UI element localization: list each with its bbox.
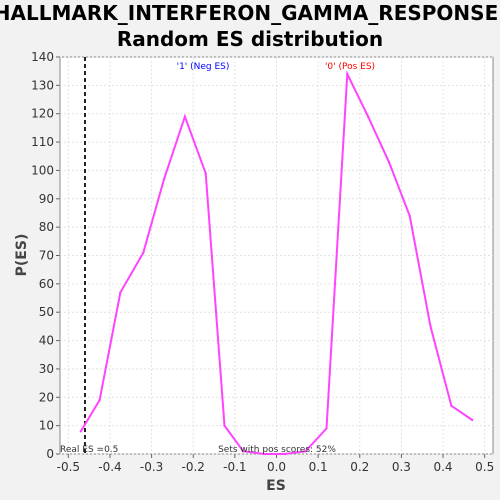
y-tick-label: 110: [31, 135, 54, 149]
y-tick-label: 80: [39, 220, 54, 234]
x-tick-label: 0.0: [267, 460, 286, 474]
series-point: [98, 398, 101, 402]
y-axis-label: P(ES): [14, 234, 30, 277]
y-tick-label: 90: [39, 192, 54, 206]
y-axis: 0 10 20 30 40 50 60 70 80 90 100 110 120 130 140: [31, 50, 60, 461]
x-axis: -0.5 -0.4 -0.3 -0.2 -0.1 0.0 0.1 0.2 0.3 0.4 0.5: [57, 454, 494, 474]
x-tick-label: -0.2: [182, 460, 205, 474]
x-tick-label: 0.4: [433, 460, 452, 474]
x-tick-label: 0.1: [309, 460, 328, 474]
y-tick-label: 140: [31, 50, 54, 64]
y-tick-label: 30: [39, 362, 54, 376]
y-tick-label: 120: [31, 107, 54, 121]
series-point: [450, 404, 453, 407]
y-tick-label: 40: [39, 334, 54, 348]
series-point: [119, 291, 122, 294]
series-point: [325, 427, 328, 430]
series-point: [162, 177, 166, 181]
real-es-label: Real ES =0.5: [60, 445, 118, 455]
grid-lines: [60, 56, 493, 455]
y-tick-label: 130: [31, 78, 54, 92]
y-tick-label: 0: [46, 447, 54, 461]
y-tick-label: 100: [31, 163, 54, 177]
chart-title-line2: Random ES distribution: [117, 27, 383, 51]
series-point: [241, 449, 245, 453]
x-tick-label: -0.5: [57, 460, 80, 474]
x-tick-label: 0.2: [350, 460, 369, 474]
series-points: [79, 72, 474, 456]
series-point: [142, 251, 145, 254]
es-distribution-line: [79, 70, 473, 455]
y-tick-label: 10: [39, 419, 54, 433]
series-point: [262, 452, 266, 456]
series-point: [223, 424, 226, 427]
pos-scores-label: Sets with pos scores: 52%: [218, 445, 336, 455]
x-tick-label: -0.4: [98, 460, 121, 474]
pos-es-group-label: '0' (Pos ES): [325, 62, 375, 72]
series-point: [408, 214, 411, 217]
series-point: [387, 160, 391, 164]
series-point: [79, 430, 83, 433]
x-tick-label: 0.5: [475, 460, 494, 474]
series-point: [346, 72, 349, 76]
y-tick-label: 50: [39, 305, 54, 319]
x-tick-label: 0.3: [392, 460, 411, 474]
series-point: [183, 115, 187, 118]
y-tick-label: 60: [39, 277, 54, 291]
series-point: [429, 325, 432, 328]
neg-es-group-label: '1' (Neg ES): [177, 62, 230, 72]
series-point: [283, 452, 287, 456]
x-tick-label: -0.3: [140, 460, 163, 474]
series-point: [470, 418, 474, 422]
x-tick-label: -0.1: [223, 460, 246, 474]
series-point: [204, 172, 207, 175]
series-point: [304, 449, 307, 453]
series-point: [366, 115, 370, 118]
y-tick-label: 20: [39, 390, 54, 404]
x-axis-label: ES: [266, 478, 286, 494]
chart-title-line1: HALLMARK_INTERFERON_GAMMA_RESPONSE:: [0, 1, 500, 25]
y-tick-label: 70: [39, 249, 54, 263]
